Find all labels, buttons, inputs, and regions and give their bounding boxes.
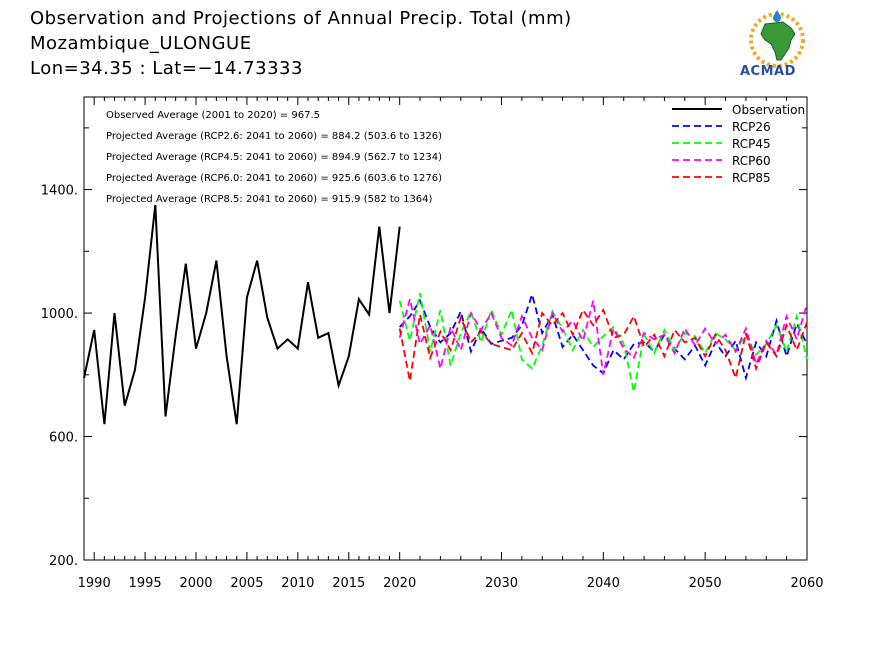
x-tick-label: 2050 — [689, 576, 722, 591]
legend: Observation RCP26 RCP45 RCP60 RCP85 — [672, 103, 805, 185]
x-tick-label: 1990 — [78, 576, 111, 591]
annotation-text: Projected Average (RCP6.0: 2041 to 2060)… — [106, 173, 442, 184]
acmad-logo — [749, 10, 805, 68]
x-tick-label: 2060 — [790, 576, 823, 591]
y-tick-label: 200. — [49, 554, 78, 569]
y-tick-label: 1400. — [41, 184, 78, 199]
annotation-text: Projected Average (RCP4.5: 2041 to 2060)… — [106, 152, 442, 163]
x-tick-label: 2015 — [332, 576, 365, 591]
series-line-rcp85 — [398, 308, 808, 382]
series-line-rcp45 — [398, 292, 808, 392]
x-tick-label: 2005 — [230, 576, 263, 591]
legend-label: Observation — [732, 103, 805, 117]
logo-text: ACMAD — [740, 64, 796, 79]
plot-frame — [83, 96, 808, 561]
y-tick-label: 600. — [49, 431, 78, 446]
x-tick-label: 2020 — [383, 576, 416, 591]
annotation-text: Projected Average (RCP8.5: 2041 to 2060)… — [106, 194, 433, 205]
x-tick-label: 2000 — [179, 576, 212, 591]
africa-map-icon — [760, 21, 796, 61]
x-tick-label: 2040 — [587, 576, 620, 591]
annotation-text: Projected Average (RCP2.6: 2041 to 2060)… — [106, 131, 442, 142]
legend-label: RCP85 — [732, 171, 771, 185]
annotation-layer: Observed Average (2001 to 2020) = 967.5 P… — [106, 110, 442, 205]
legend-label: RCP45 — [732, 137, 771, 151]
axes-layer: 200. 600. 1000. 1400. 1990 1995 2000 2005 2010 20… — [41, 96, 824, 591]
chart-title: Observation and Projections of Annual Pr… — [30, 8, 572, 29]
x-tick-label: 1995 — [129, 576, 162, 591]
x-tick-label: 2010 — [281, 576, 314, 591]
station-coordinates: Lon=34.35 : Lat=−14.73333 — [30, 58, 303, 79]
y-tick-label: 1000. — [41, 307, 78, 322]
station-name: Mozambique_ULONGUE — [30, 33, 252, 54]
series-line-observation — [83, 204, 401, 425]
series-layer — [83, 204, 808, 425]
legend-label: RCP26 — [732, 120, 771, 134]
legend-label: RCP60 — [732, 154, 771, 168]
x-tick-label: 2030 — [485, 576, 518, 591]
series-line-rcp60 — [398, 298, 808, 375]
annotation-text: Observed Average (2001 to 2020) = 967.5 — [106, 110, 320, 121]
water-drop-icon — [773, 10, 781, 22]
